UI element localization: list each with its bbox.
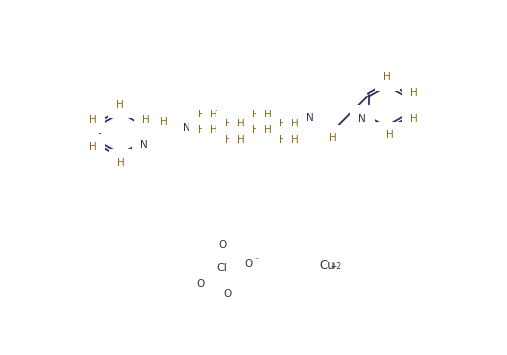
Text: O: O: [224, 289, 232, 299]
Text: ⁻: ⁻: [254, 257, 259, 266]
Text: H: H: [330, 133, 337, 143]
Text: N: N: [140, 140, 148, 150]
Text: H: H: [117, 158, 125, 168]
Text: O: O: [244, 260, 252, 269]
Text: H: H: [252, 125, 260, 135]
Text: H: H: [142, 115, 150, 125]
Text: H: H: [160, 117, 168, 127]
Text: H: H: [89, 142, 96, 152]
Text: N: N: [306, 113, 314, 123]
Text: H: H: [292, 135, 299, 144]
Text: O: O: [218, 240, 226, 250]
Text: H: H: [264, 110, 272, 120]
Text: H: H: [237, 135, 245, 144]
Text: H: H: [264, 125, 272, 135]
Text: H: H: [410, 88, 418, 98]
Text: Cl: Cl: [217, 263, 228, 273]
Text: H: H: [237, 119, 245, 129]
Text: +2: +2: [330, 262, 341, 271]
Text: H: H: [410, 114, 418, 124]
Text: H: H: [210, 125, 218, 135]
Text: H: H: [386, 130, 393, 140]
Text: H: H: [225, 135, 233, 144]
Text: H: H: [279, 119, 287, 129]
Text: H: H: [225, 119, 233, 129]
Text: H: H: [198, 110, 205, 120]
Text: N: N: [358, 114, 366, 124]
Text: H: H: [210, 110, 218, 120]
Text: Cu: Cu: [319, 260, 335, 272]
Text: H: H: [116, 100, 124, 110]
Text: H: H: [279, 135, 287, 144]
Text: H: H: [252, 110, 260, 120]
Text: H: H: [383, 72, 391, 82]
Text: H: H: [198, 125, 205, 135]
Text: O: O: [196, 279, 205, 289]
Text: H: H: [89, 115, 96, 125]
Text: H: H: [292, 119, 299, 129]
Text: N: N: [183, 123, 191, 133]
